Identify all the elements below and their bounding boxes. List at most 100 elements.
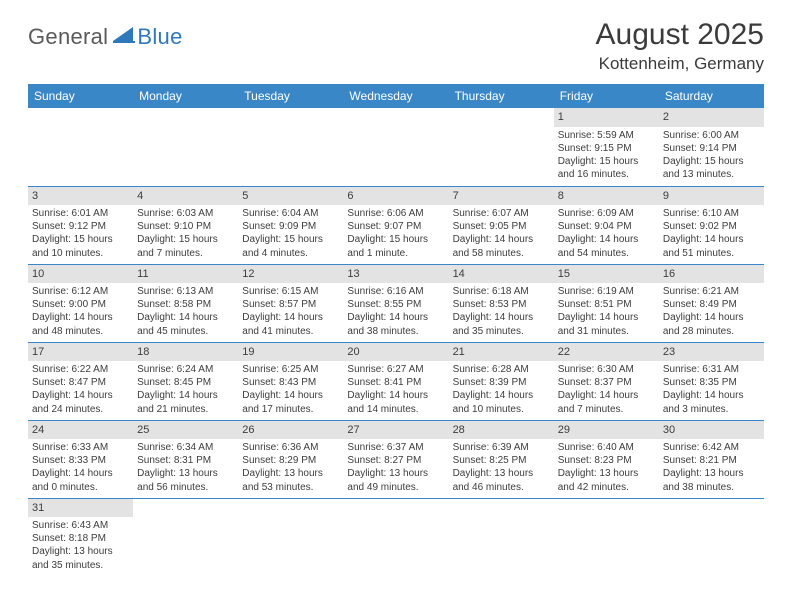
day-number bbox=[659, 499, 764, 518]
day-details bbox=[554, 517, 659, 522]
day-details: Sunrise: 6:06 AMSunset: 9:07 PMDaylight:… bbox=[343, 205, 448, 263]
sunset-line: Sunset: 9:00 PM bbox=[32, 298, 129, 311]
day-details: Sunrise: 6:13 AMSunset: 8:58 PMDaylight:… bbox=[133, 283, 238, 341]
day-number bbox=[238, 108, 343, 127]
sunrise-line: Sunrise: 6:19 AM bbox=[558, 285, 655, 298]
sunrise-line: Sunrise: 6:22 AM bbox=[32, 363, 129, 376]
day-number bbox=[343, 499, 448, 518]
day-details: Sunrise: 6:34 AMSunset: 8:31 PMDaylight:… bbox=[133, 439, 238, 497]
sunset-line: Sunset: 9:02 PM bbox=[663, 220, 760, 233]
calendar-cell: 20Sunrise: 6:27 AMSunset: 8:41 PMDayligh… bbox=[343, 342, 448, 420]
daylight-line: Daylight: 14 hours and 45 minutes. bbox=[137, 311, 234, 337]
dayheader-mon: Monday bbox=[133, 84, 238, 108]
daylight-line: Daylight: 14 hours and 28 minutes. bbox=[663, 311, 760, 337]
day-number: 25 bbox=[133, 421, 238, 440]
sunrise-line: Sunrise: 6:07 AM bbox=[453, 207, 550, 220]
header: General Blue August 2025 Kottenheim, Ger… bbox=[28, 18, 764, 74]
daylight-line: Daylight: 14 hours and 31 minutes. bbox=[558, 311, 655, 337]
day-number: 31 bbox=[28, 499, 133, 518]
sunrise-line: Sunrise: 6:27 AM bbox=[347, 363, 444, 376]
calendar-cell: 23Sunrise: 6:31 AMSunset: 8:35 PMDayligh… bbox=[659, 342, 764, 420]
sunset-line: Sunset: 8:23 PM bbox=[558, 454, 655, 467]
sunset-line: Sunset: 8:49 PM bbox=[663, 298, 760, 311]
day-details: Sunrise: 6:22 AMSunset: 8:47 PMDaylight:… bbox=[28, 361, 133, 419]
sunset-line: Sunset: 8:51 PM bbox=[558, 298, 655, 311]
day-details: Sunrise: 6:24 AMSunset: 8:45 PMDaylight:… bbox=[133, 361, 238, 419]
sunrise-line: Sunrise: 6:21 AM bbox=[663, 285, 760, 298]
daylight-line: Daylight: 13 hours and 38 minutes. bbox=[663, 467, 760, 493]
sunrise-line: Sunrise: 5:59 AM bbox=[558, 129, 655, 142]
calendar-cell: 27Sunrise: 6:37 AMSunset: 8:27 PMDayligh… bbox=[343, 420, 448, 498]
sunrise-line: Sunrise: 6:24 AM bbox=[137, 363, 234, 376]
dayheader-fri: Friday bbox=[554, 84, 659, 108]
daylight-line: Daylight: 14 hours and 51 minutes. bbox=[663, 233, 760, 259]
dayheader-thu: Thursday bbox=[449, 84, 554, 108]
sunrise-line: Sunrise: 6:43 AM bbox=[32, 519, 129, 532]
calendar-cell: 25Sunrise: 6:34 AMSunset: 8:31 PMDayligh… bbox=[133, 420, 238, 498]
dayheader-wed: Wednesday bbox=[343, 84, 448, 108]
day-number: 14 bbox=[449, 265, 554, 284]
day-details: Sunrise: 6:42 AMSunset: 8:21 PMDaylight:… bbox=[659, 439, 764, 497]
sunset-line: Sunset: 8:25 PM bbox=[453, 454, 550, 467]
day-number bbox=[343, 108, 448, 127]
sunrise-line: Sunrise: 6:33 AM bbox=[32, 441, 129, 454]
day-details: Sunrise: 6:31 AMSunset: 8:35 PMDaylight:… bbox=[659, 361, 764, 419]
sunset-line: Sunset: 8:33 PM bbox=[32, 454, 129, 467]
day-number: 13 bbox=[343, 265, 448, 284]
daylight-line: Daylight: 14 hours and 38 minutes. bbox=[347, 311, 444, 337]
day-details bbox=[659, 517, 764, 522]
sunrise-line: Sunrise: 6:34 AM bbox=[137, 441, 234, 454]
sunset-line: Sunset: 8:27 PM bbox=[347, 454, 444, 467]
calendar-cell: 30Sunrise: 6:42 AMSunset: 8:21 PMDayligh… bbox=[659, 420, 764, 498]
sunset-line: Sunset: 9:05 PM bbox=[453, 220, 550, 233]
sunset-line: Sunset: 8:41 PM bbox=[347, 376, 444, 389]
day-details bbox=[133, 517, 238, 522]
daylight-line: Daylight: 14 hours and 48 minutes. bbox=[32, 311, 129, 337]
sunrise-line: Sunrise: 6:01 AM bbox=[32, 207, 129, 220]
daylight-line: Daylight: 13 hours and 49 minutes. bbox=[347, 467, 444, 493]
day-number: 21 bbox=[449, 343, 554, 362]
sunset-line: Sunset: 8:31 PM bbox=[137, 454, 234, 467]
day-number: 20 bbox=[343, 343, 448, 362]
day-details: Sunrise: 6:01 AMSunset: 9:12 PMDaylight:… bbox=[28, 205, 133, 263]
day-number bbox=[554, 499, 659, 518]
daylight-line: Daylight: 15 hours and 13 minutes. bbox=[663, 155, 760, 181]
day-details: Sunrise: 6:36 AMSunset: 8:29 PMDaylight:… bbox=[238, 439, 343, 497]
dayheader-tue: Tuesday bbox=[238, 84, 343, 108]
calendar-cell: 2Sunrise: 6:00 AMSunset: 9:14 PMDaylight… bbox=[659, 108, 764, 186]
calendar-row: 31Sunrise: 6:43 AMSunset: 8:18 PMDayligh… bbox=[28, 498, 764, 576]
day-details bbox=[449, 517, 554, 522]
page: General Blue August 2025 Kottenheim, Ger… bbox=[0, 0, 792, 612]
day-details: Sunrise: 6:10 AMSunset: 9:02 PMDaylight:… bbox=[659, 205, 764, 263]
day-number: 18 bbox=[133, 343, 238, 362]
sunrise-line: Sunrise: 6:18 AM bbox=[453, 285, 550, 298]
calendar-cell bbox=[133, 108, 238, 186]
day-number: 22 bbox=[554, 343, 659, 362]
sunrise-line: Sunrise: 6:06 AM bbox=[347, 207, 444, 220]
day-details bbox=[238, 517, 343, 522]
day-number: 23 bbox=[659, 343, 764, 362]
day-details: Sunrise: 6:21 AMSunset: 8:49 PMDaylight:… bbox=[659, 283, 764, 341]
day-number: 28 bbox=[449, 421, 554, 440]
calendar-cell: 12Sunrise: 6:15 AMSunset: 8:57 PMDayligh… bbox=[238, 264, 343, 342]
calendar-cell: 28Sunrise: 6:39 AMSunset: 8:25 PMDayligh… bbox=[449, 420, 554, 498]
calendar-cell: 6Sunrise: 6:06 AMSunset: 9:07 PMDaylight… bbox=[343, 186, 448, 264]
dayheader-sat: Saturday bbox=[659, 84, 764, 108]
calendar-cell bbox=[449, 498, 554, 576]
day-number: 9 bbox=[659, 187, 764, 206]
daylight-line: Daylight: 15 hours and 7 minutes. bbox=[137, 233, 234, 259]
sunrise-line: Sunrise: 6:15 AM bbox=[242, 285, 339, 298]
sunset-line: Sunset: 8:45 PM bbox=[137, 376, 234, 389]
daylight-line: Daylight: 14 hours and 54 minutes. bbox=[558, 233, 655, 259]
day-details: Sunrise: 6:09 AMSunset: 9:04 PMDaylight:… bbox=[554, 205, 659, 263]
day-details: Sunrise: 6:40 AMSunset: 8:23 PMDaylight:… bbox=[554, 439, 659, 497]
day-details: Sunrise: 6:18 AMSunset: 8:53 PMDaylight:… bbox=[449, 283, 554, 341]
sunset-line: Sunset: 9:04 PM bbox=[558, 220, 655, 233]
day-number: 24 bbox=[28, 421, 133, 440]
day-number: 12 bbox=[238, 265, 343, 284]
daylight-line: Daylight: 14 hours and 7 minutes. bbox=[558, 389, 655, 415]
day-details: Sunrise: 6:15 AMSunset: 8:57 PMDaylight:… bbox=[238, 283, 343, 341]
sunrise-line: Sunrise: 6:00 AM bbox=[663, 129, 760, 142]
day-details: Sunrise: 6:33 AMSunset: 8:33 PMDaylight:… bbox=[28, 439, 133, 497]
calendar-table: Sunday Monday Tuesday Wednesday Thursday… bbox=[28, 84, 764, 576]
